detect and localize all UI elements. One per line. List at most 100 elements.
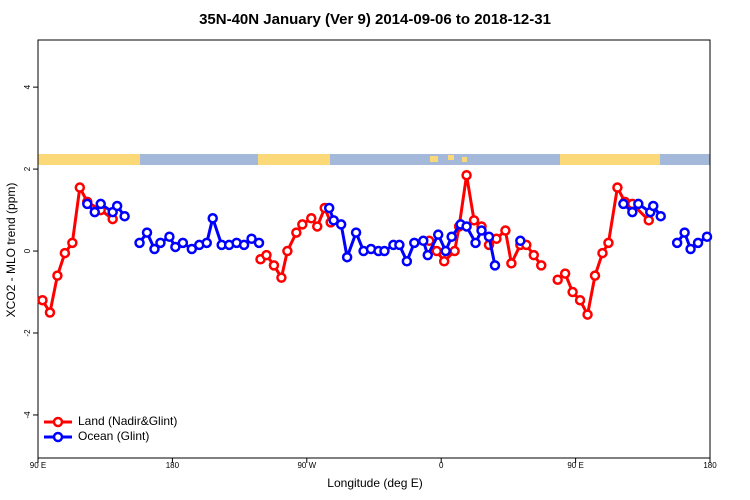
point	[612, 182, 623, 193]
point	[44, 307, 56, 318]
point	[67, 237, 78, 249]
point	[95, 198, 106, 210]
point	[291, 227, 302, 238]
point	[52, 270, 63, 281]
point	[409, 237, 420, 249]
point	[111, 200, 123, 212]
y-tick-label: 4	[23, 84, 32, 89]
point	[633, 198, 644, 210]
point	[589, 270, 601, 281]
point	[394, 239, 405, 251]
point	[297, 219, 308, 230]
point	[155, 237, 166, 249]
point	[559, 268, 571, 279]
point	[701, 231, 713, 242]
point	[379, 245, 390, 257]
point	[449, 245, 460, 257]
point	[671, 237, 683, 249]
point	[476, 225, 487, 236]
point	[567, 286, 578, 298]
point	[74, 182, 86, 193]
point	[597, 247, 608, 259]
point	[89, 206, 100, 218]
point	[438, 256, 450, 267]
point	[177, 237, 189, 249]
point	[282, 245, 293, 257]
point	[528, 249, 540, 261]
point	[655, 210, 666, 222]
point	[335, 219, 347, 230]
point	[170, 241, 181, 253]
y-tick-label: 0	[23, 248, 32, 253]
chart-title: 35N-40N January (Ver 9) 2014-09-06 to 20…	[199, 11, 551, 28]
x-tick-label: 180	[703, 461, 717, 470]
point	[468, 215, 480, 226]
point	[323, 202, 335, 214]
y-tick-label: -4	[23, 411, 32, 419]
point	[489, 260, 501, 271]
point	[59, 247, 71, 259]
point	[312, 221, 323, 232]
y-axis-label: XCO2 - MLO trend (ppm)	[4, 183, 18, 318]
point	[306, 213, 317, 224]
x-axis-label: Longitude (deg E)	[327, 476, 422, 490]
y-tick-label: 2	[23, 166, 32, 171]
point	[461, 221, 472, 232]
point	[253, 237, 265, 249]
point	[536, 260, 547, 271]
x-tick-label: 90 W	[297, 461, 316, 470]
point	[134, 237, 145, 249]
point	[643, 215, 655, 226]
point	[648, 200, 659, 212]
point	[238, 239, 250, 251]
point	[431, 245, 442, 257]
point	[350, 227, 362, 238]
point	[186, 243, 198, 255]
point	[461, 169, 472, 181]
point	[618, 198, 629, 210]
point	[685, 243, 696, 255]
point	[246, 233, 257, 245]
point	[483, 231, 495, 242]
legend-marker	[52, 416, 64, 428]
point	[149, 243, 160, 255]
legend-label: Land (Nadir&Glint)	[78, 414, 177, 428]
point	[261, 249, 272, 261]
point	[422, 249, 434, 261]
point	[82, 198, 93, 210]
point	[418, 235, 429, 247]
point	[506, 258, 517, 269]
point	[341, 251, 353, 263]
legend-label: Ocean (Glint)	[78, 429, 149, 443]
point	[201, 237, 212, 249]
point	[627, 206, 638, 218]
point	[440, 245, 451, 257]
point	[574, 294, 586, 306]
legend-marker	[52, 431, 64, 443]
point	[401, 256, 413, 267]
x-tick-label: 90 E	[30, 461, 46, 470]
point	[164, 231, 175, 242]
map-strip	[38, 154, 710, 165]
y-tick-label: -2	[23, 329, 32, 337]
point	[500, 225, 511, 236]
point	[692, 237, 704, 249]
point	[276, 272, 287, 283]
point	[470, 237, 481, 249]
point	[328, 215, 339, 226]
point	[119, 210, 130, 222]
x-tick-label: 180	[166, 461, 180, 470]
point	[141, 227, 153, 238]
point	[37, 294, 48, 306]
point	[268, 260, 280, 271]
point	[446, 231, 457, 242]
x-tick-label: 0	[439, 461, 444, 470]
point	[515, 235, 526, 247]
point	[679, 227, 690, 238]
point	[432, 229, 444, 240]
point	[552, 274, 563, 285]
point	[207, 213, 218, 224]
point	[582, 309, 593, 320]
plot-frame	[37, 39, 711, 459]
